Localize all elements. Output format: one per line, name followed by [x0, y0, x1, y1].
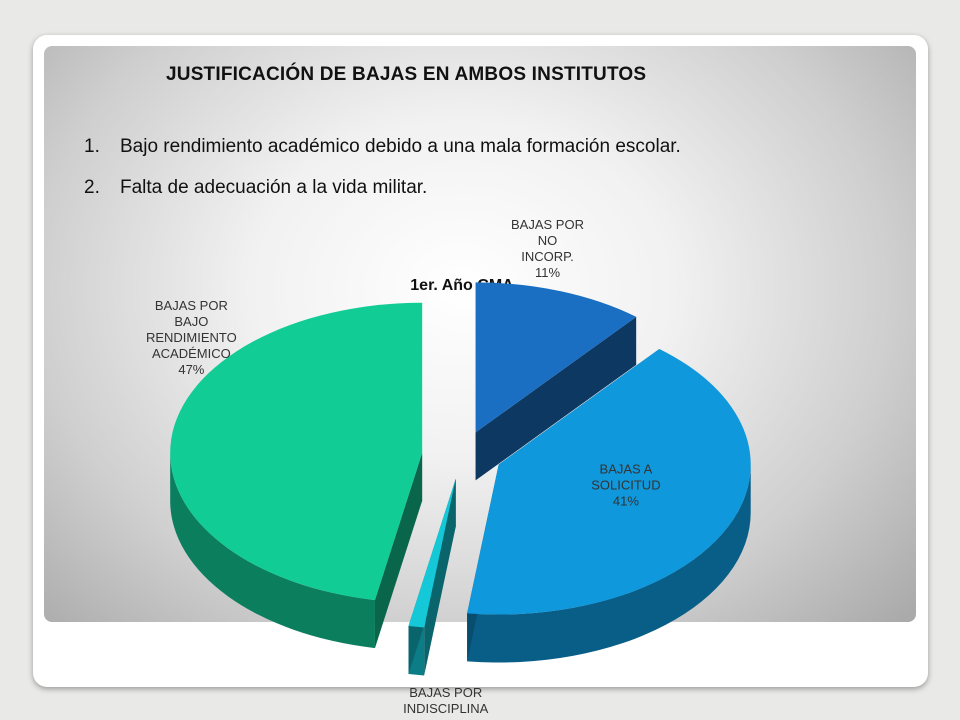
- slice-label-line: BAJAS A: [600, 462, 653, 477]
- reasons-list: 1. Bajo rendimiento académico debido a un…: [84, 136, 681, 218]
- slice-value-label: 11%: [535, 265, 560, 280]
- pie-slice: [408, 478, 456, 676]
- pie-slice-side: [170, 452, 375, 649]
- pie-slice-side: [467, 464, 751, 663]
- reason-item: 1. Bajo rendimiento académico debido a un…: [84, 136, 681, 158]
- slice-label-line: SOLICITUD: [591, 478, 660, 493]
- slice-label-line: INDISCIPLINA: [403, 701, 489, 716]
- pie-slice-top: [408, 478, 456, 628]
- pie-slice: [170, 302, 423, 649]
- slice-label-line: RENDIMIENTO: [146, 330, 237, 345]
- pie-slice: [475, 282, 637, 481]
- reason-number: 2.: [84, 177, 100, 198]
- pie-slice-top: [170, 302, 423, 601]
- slice-label-line: BAJAS POR: [511, 217, 584, 232]
- slide-heading: JUSTIFICACIÓN DE BAJAS EN AMBOS INSTITUT…: [166, 64, 647, 85]
- reason-item: 2. Falta de adecuación a la vida militar.: [84, 177, 681, 199]
- slice-label: BAJAS PORINDISCIPLINA1%: [403, 685, 489, 720]
- pie-slice-wall: [374, 452, 423, 649]
- reason-text: Falta de adecuación a la vida militar.: [120, 177, 428, 198]
- slice-label-line: BAJAS POR: [155, 298, 228, 313]
- reason-text: Bajo rendimiento académico debido a una …: [120, 136, 681, 157]
- slice-label-line: ACADÉMICO: [152, 346, 231, 361]
- pie-slice: [467, 348, 751, 663]
- pie-slice-top: [475, 282, 637, 433]
- slice-label: BAJAS POR BAJO RENDIMIENTO ACADÉMICO 47%: [146, 298, 237, 377]
- slice-label-line: BAJAS POR: [409, 685, 482, 700]
- slice-value-label: 1%: [436, 717, 455, 720]
- reason-number: 1.: [84, 136, 100, 157]
- slice-label-line: NO: [538, 233, 558, 248]
- pie-slice-wall: [475, 316, 637, 481]
- slice-label-line: INCORP.: [521, 249, 574, 264]
- slice-label: BAJAS A SOLICITUD 41%: [591, 462, 660, 509]
- pie-slice-top: [467, 348, 751, 615]
- slice-label: BAJAS POR NO INCORP. 11%: [511, 217, 584, 280]
- slice-label-line: BAJO: [174, 314, 208, 329]
- slice-value-label: 41%: [613, 494, 639, 509]
- slice-value-label: 47%: [178, 362, 204, 377]
